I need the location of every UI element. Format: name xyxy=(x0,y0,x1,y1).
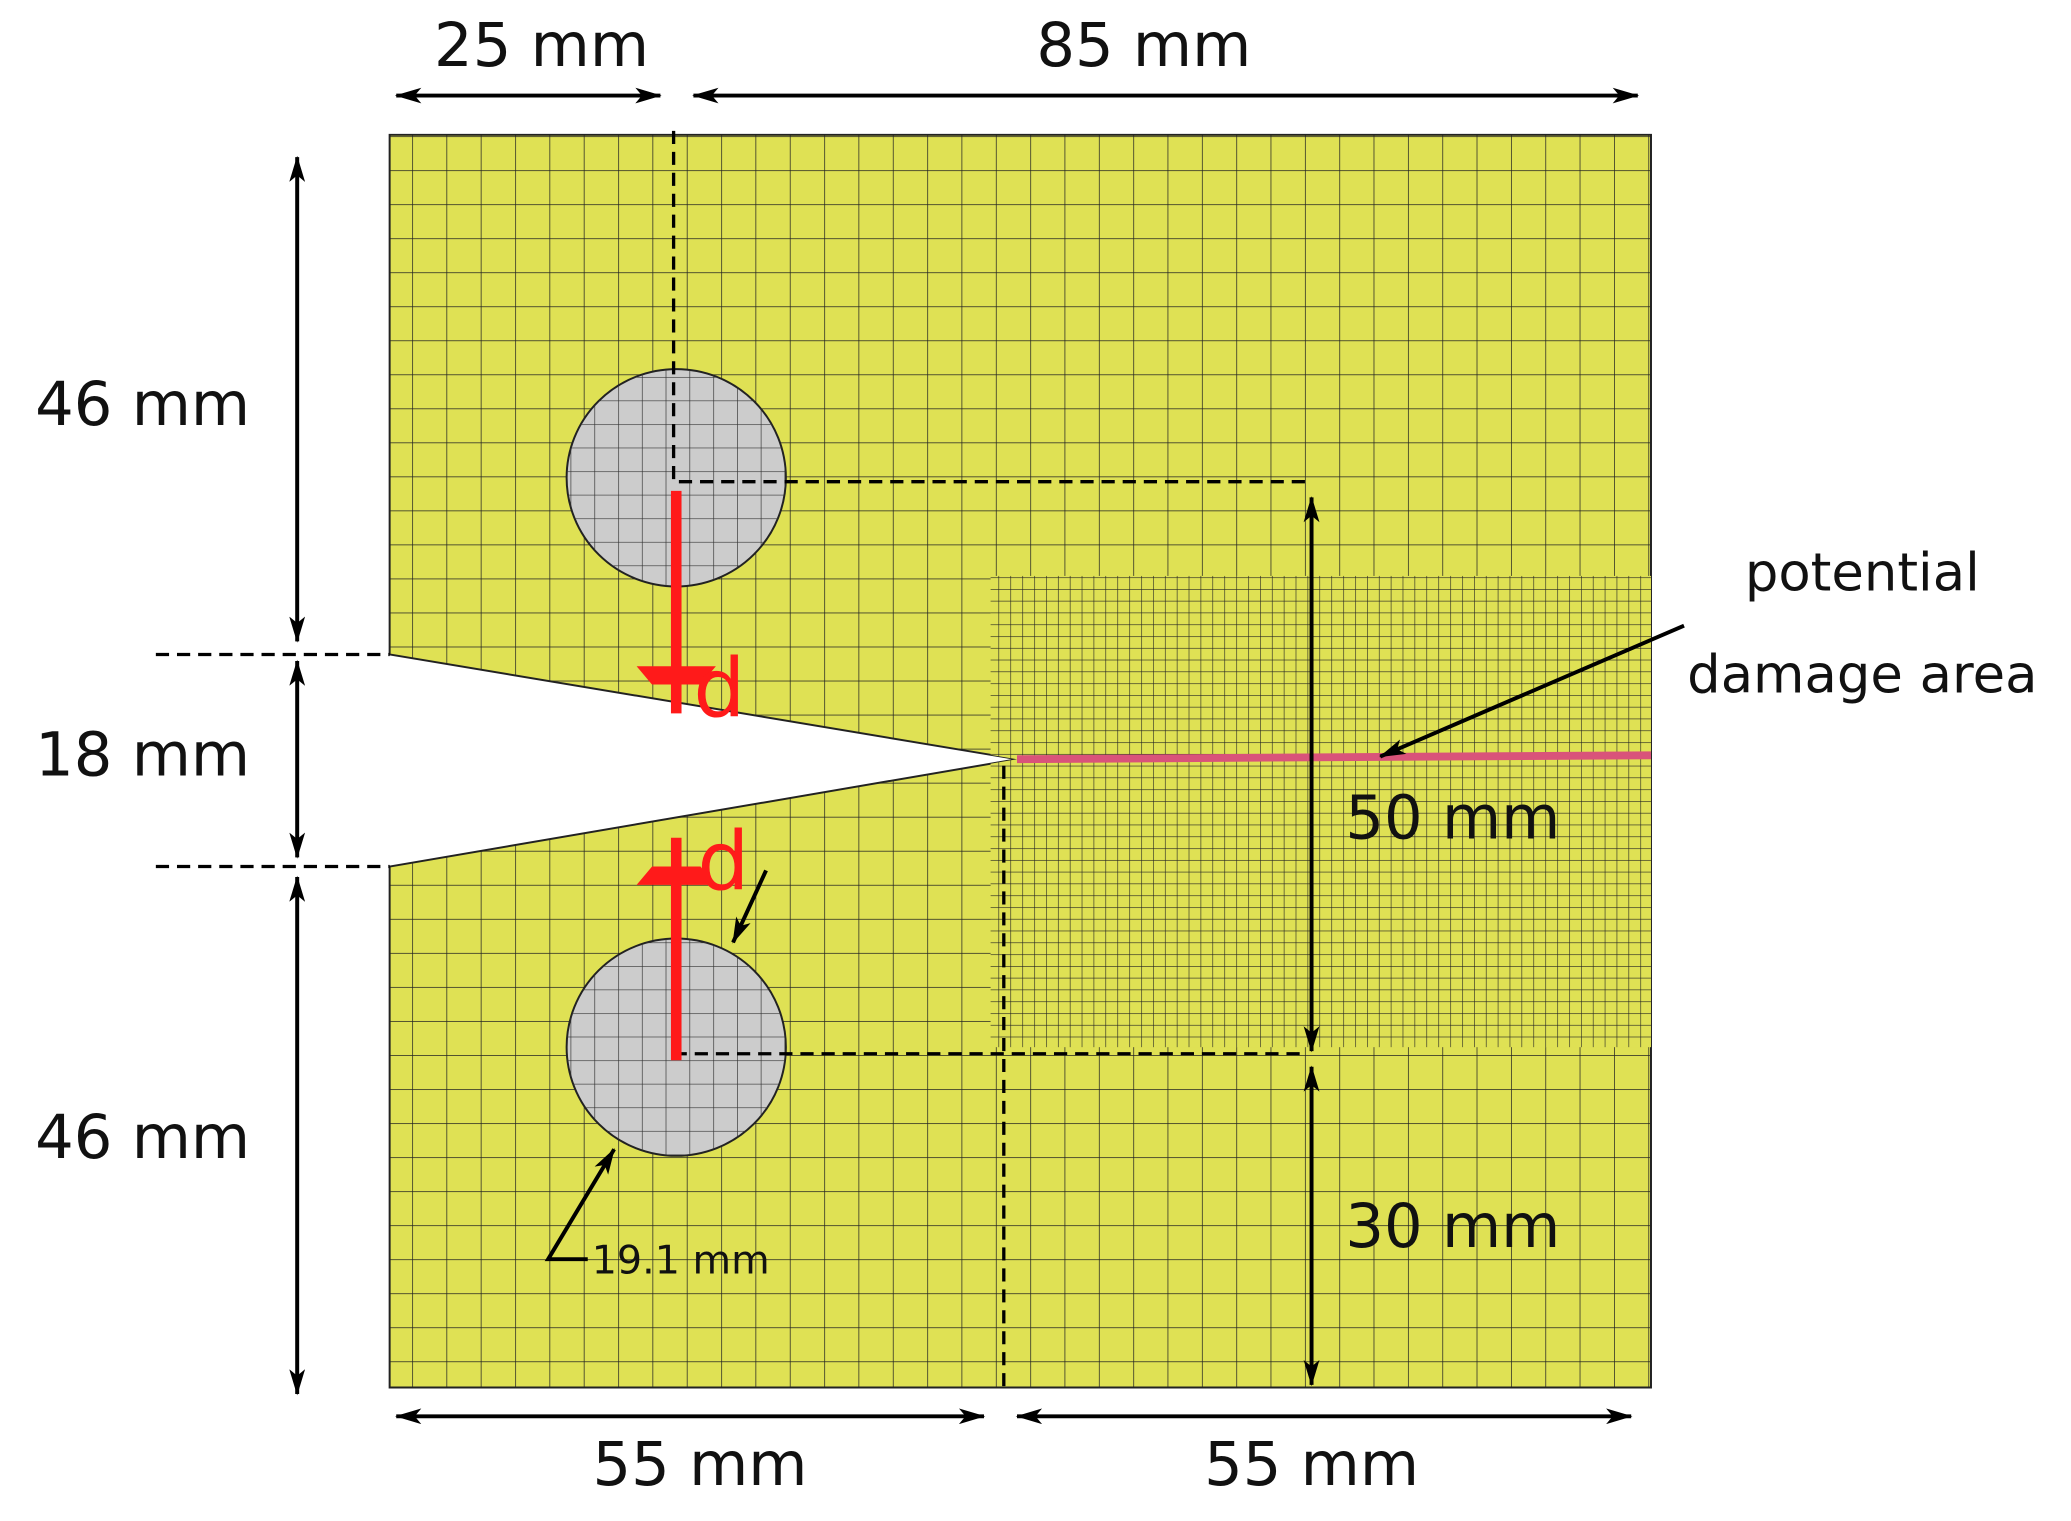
dimension-label: 30 mm xyxy=(1345,1192,1560,1262)
dimension-label: 55 mm xyxy=(1204,1430,1419,1500)
dimension-label: 85 mm xyxy=(1036,12,1251,82)
dashed-lines xyxy=(155,130,1308,1388)
dimension-label: 25 mm xyxy=(434,12,649,82)
dimension-label: 50 mm xyxy=(1345,784,1560,854)
dimension-label: 18 mm xyxy=(35,721,250,791)
dimension-label: 46 mm xyxy=(35,1103,250,1173)
dimension-label: 46 mm xyxy=(35,370,250,440)
annotation: potential xyxy=(1745,543,1980,604)
load-label: d xyxy=(693,641,745,736)
dimension-label: 55 mm xyxy=(593,1430,808,1500)
load-label: d xyxy=(697,814,749,909)
hole-diameter: 19.1 mm xyxy=(592,1238,770,1284)
damage-line xyxy=(1016,751,1652,764)
annotation: damage area xyxy=(1687,645,2037,706)
dimension-arrows xyxy=(289,87,1685,1425)
